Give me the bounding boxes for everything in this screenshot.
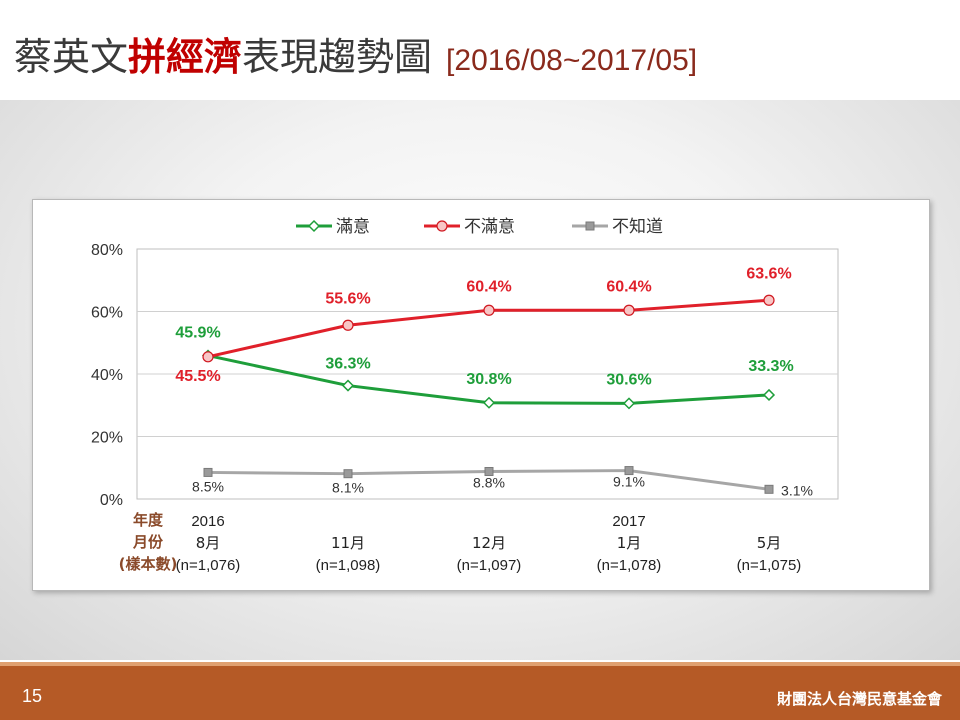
slide-title: 蔡英文拼經濟表現趨勢圖 [2016/08~2017/05] [14,26,697,81]
x-axis-row-label: 年度 [133,511,164,529]
y-tick-label: 80% [91,242,123,259]
y-tick-label: 0% [100,492,123,509]
legend-marker [585,221,595,231]
data-point-marker [762,388,776,401]
data-point-marker [203,467,213,477]
x-tick-sample-size: (n=1,097) [457,557,522,574]
title-highlight: 拼經濟 [128,35,243,79]
chart-panel [32,199,930,591]
data-point-marker [763,294,775,306]
x-axis-row-label: 月份 [132,533,164,551]
data-label: 9.1% [613,474,645,490]
title-part2: 表現趨勢圖 [242,35,433,79]
x-tick-month: 11月 [331,534,365,552]
x-tick-sample-size: (n=1,075) [737,557,802,574]
data-label: 30.6% [606,371,651,388]
x-tick-month: 12月 [472,534,506,552]
data-point-marker [341,379,355,392]
organization-name: 財團法人台灣民意基金會 [776,690,942,708]
data-label: 55.6% [325,290,370,307]
data-label: 33.3% [748,358,793,375]
data-label: 36.3% [325,356,370,373]
y-tick-label: 60% [91,305,123,322]
data-point-marker [343,469,353,479]
footer-accent-line [0,662,960,666]
data-label: 8.1% [332,480,364,496]
data-label: 45.5% [175,368,220,385]
legend-marker [436,220,448,232]
data-point-marker [482,396,496,409]
data-label: 60.4% [606,278,651,295]
x-axis-row-label: (樣本數) [119,555,178,573]
title-bar: 蔡英文拼經濟表現趨勢圖 [2016/08~2017/05] [0,0,960,100]
data-label: 45.9% [175,325,220,342]
page-number: 15 [22,686,43,706]
x-tick-month: 1月 [617,534,642,552]
data-point-marker [624,466,634,476]
x-tick-month: 5月 [757,534,782,552]
data-label: 60.4% [466,278,511,295]
y-tick-label: 40% [91,367,123,384]
data-label: 30.8% [466,371,511,388]
x-tick-year: 2016 [191,513,224,530]
data-label: 8.8% [473,475,505,491]
data-label: 3.1% [781,482,813,498]
footer-bar [0,662,960,720]
data-point-marker [484,467,494,476]
x-tick-sample-size: (n=1,076) [176,557,241,574]
legend-marker [307,219,321,233]
title-part1: 蔡英文 [14,35,129,79]
data-label: 8.5% [192,478,224,494]
data-point-marker [342,319,354,331]
x-tick-month: 8月 [196,534,221,552]
x-tick-sample-size: (n=1,078) [597,557,662,574]
data-point-marker [623,304,635,316]
title-date-range: [2016/08~2017/05] [446,44,698,77]
legend-label: 不知道 [612,217,663,237]
y-tick-label: 20% [91,430,123,447]
data-point-marker [764,484,774,494]
data-point-marker [483,304,495,316]
data-label: 63.6% [746,265,791,282]
x-tick-sample-size: (n=1,098) [316,557,381,574]
legend-label: 滿意 [336,217,370,237]
data-point-marker [622,397,636,410]
x-tick-year: 2017 [612,513,645,530]
data-point-marker [202,351,214,363]
legend-label: 不滿意 [464,217,515,237]
